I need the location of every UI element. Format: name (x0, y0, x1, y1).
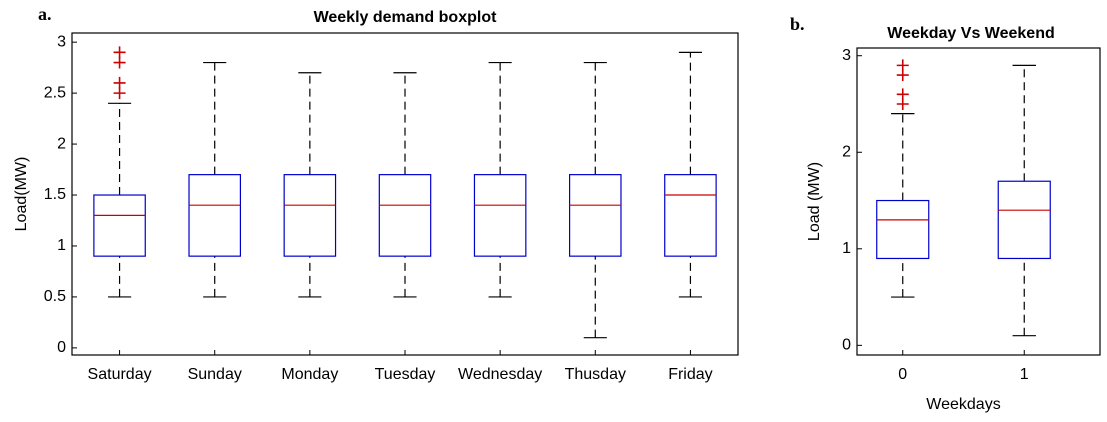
box (664, 174, 717, 257)
box (568, 174, 622, 257)
outlier (896, 59, 909, 72)
panel-label: b. (790, 14, 805, 34)
outlier (113, 46, 126, 59)
y-tick-label: 2 (842, 143, 851, 160)
y-tick-label: 2.5 (44, 84, 66, 101)
y-tick-label: 1.5 (44, 186, 66, 203)
y-tick-label: 3 (57, 33, 66, 50)
box (188, 174, 242, 257)
x-axis-label: Weekdays (926, 396, 1000, 413)
y-tick-label: 0 (842, 337, 851, 354)
x-tick-label: Sunday (188, 366, 242, 383)
x-tick-label: Monday (281, 366, 338, 383)
x-tick-label: Tuesday (375, 366, 436, 383)
box (997, 180, 1051, 260)
y-tick-label: 0.5 (44, 288, 66, 305)
plot-frame (856, 47, 1101, 356)
chart-title: Weekly demand boxplot (314, 9, 498, 26)
outlier (113, 87, 126, 100)
y-tick-label: 0 (57, 339, 66, 356)
x-tick-label: 1 (1020, 366, 1029, 383)
x-tick-label: Saturday (88, 366, 152, 383)
outlier (113, 56, 126, 69)
y-tick-label: 1 (57, 237, 66, 254)
y-tick-label: 3 (842, 47, 851, 64)
y-tick-label: 2 (57, 135, 66, 152)
box (473, 174, 527, 257)
x-tick-label: Wednesday (458, 366, 542, 383)
y-axis-label: Load(MW) (13, 157, 30, 232)
box (283, 174, 337, 257)
y-axis-label: Load (MW) (806, 162, 823, 241)
box (876, 199, 930, 260)
box (93, 194, 146, 257)
panel-label: a. (38, 4, 52, 24)
x-tick-label: 0 (898, 366, 907, 383)
x-tick-label: Thusday (565, 366, 626, 383)
outlier (113, 76, 126, 89)
outlier (896, 88, 909, 101)
y-tick-label: 1 (842, 240, 851, 257)
box (378, 174, 432, 257)
x-tick-label: Friday (668, 366, 712, 383)
chart-title: Weekday Vs Weekend (887, 25, 1055, 42)
